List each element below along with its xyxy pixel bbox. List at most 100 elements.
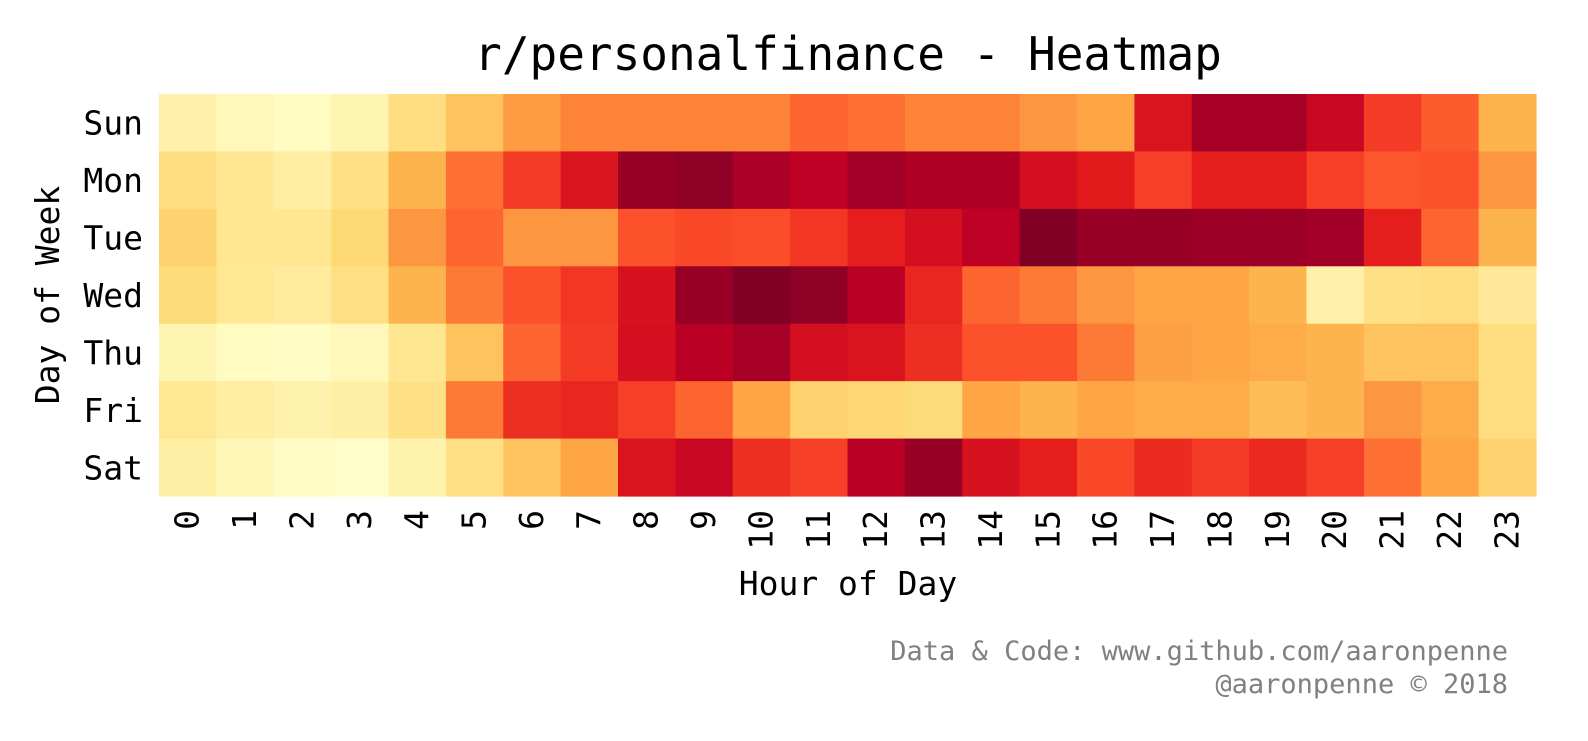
heatmap-cell-tue-8 xyxy=(618,208,676,267)
heatmap-cell-sat-14 xyxy=(962,438,1021,497)
x-tick-label-17: 17 xyxy=(1143,510,1182,550)
x-tick-label-16: 16 xyxy=(1086,510,1125,550)
heatmap-cell-fri-17 xyxy=(1134,381,1193,440)
heatmap-cell-sun-2 xyxy=(273,94,332,153)
heatmap-cell-fri-23 xyxy=(1478,381,1537,440)
heatmap-cell-sat-0 xyxy=(159,438,217,497)
heatmap-cell-sat-7 xyxy=(560,438,619,497)
heatmap-cell-sun-7 xyxy=(560,94,619,153)
heatmap-cell-wed-10 xyxy=(732,266,791,325)
heatmap-cell-thu-9 xyxy=(675,323,734,382)
heatmap-cell-sat-9 xyxy=(675,438,734,497)
heatmap-cell-thu-17 xyxy=(1134,323,1193,382)
heatmap-cell-wed-3 xyxy=(331,266,390,325)
heatmap-cell-thu-0 xyxy=(159,323,217,382)
heatmap-cell-tue-17 xyxy=(1134,208,1193,267)
heatmap-cell-tue-5 xyxy=(445,208,504,267)
heatmap-cell-wed-11 xyxy=(790,266,849,325)
heatmap-cell-wed-13 xyxy=(904,266,963,325)
heatmap-cell-sun-0 xyxy=(159,94,217,153)
heatmap-cell-tue-21 xyxy=(1363,208,1422,267)
heatmap-cell-thu-15 xyxy=(1019,323,1078,382)
x-tick-label-22: 22 xyxy=(1430,510,1469,550)
x-tick-label-14: 14 xyxy=(971,510,1010,550)
heatmap-cell-sat-22 xyxy=(1421,438,1480,497)
heatmap-cell-tue-12 xyxy=(847,208,906,267)
heatmap-cell-fri-7 xyxy=(560,381,619,440)
heatmap-cell-thu-18 xyxy=(1191,323,1250,382)
heatmap-cell-wed-1 xyxy=(216,266,275,325)
heatmap-cell-sun-18 xyxy=(1191,94,1250,153)
heatmap-cell-sat-1 xyxy=(216,438,275,497)
heatmap-cell-mon-6 xyxy=(503,151,562,210)
heatmap-cell-tue-16 xyxy=(1077,208,1135,267)
x-tick-label-21: 21 xyxy=(1373,510,1412,550)
heatmap-cell-mon-9 xyxy=(675,151,734,210)
heatmap-cell-sat-2 xyxy=(273,438,332,497)
x-tick-label-15: 15 xyxy=(1028,510,1067,550)
heatmap-cell-sun-15 xyxy=(1019,94,1078,153)
heatmap-cell-mon-3 xyxy=(331,151,390,210)
heatmap-cell-sun-6 xyxy=(503,94,562,153)
heatmap-cell-sun-3 xyxy=(331,94,390,153)
heatmap-cell-wed-17 xyxy=(1134,266,1193,325)
heatmap-cell-sat-12 xyxy=(847,438,906,497)
heatmap-cell-mon-8 xyxy=(618,151,676,210)
y-tick-label-wed: Wed xyxy=(83,276,143,315)
heatmap-cell-sun-5 xyxy=(445,94,504,153)
heatmap-cell-sat-18 xyxy=(1191,438,1250,497)
heatmap-cell-wed-15 xyxy=(1019,266,1078,325)
heatmap-cell-thu-14 xyxy=(962,323,1021,382)
heatmap-cells xyxy=(159,94,1537,497)
heatmap-cell-fri-14 xyxy=(962,381,1021,440)
heatmap-cell-mon-13 xyxy=(904,151,963,210)
heatmap-cell-fri-21 xyxy=(1363,381,1422,440)
heatmap-cell-sun-1 xyxy=(216,94,275,153)
y-tick-label-tue: Tue xyxy=(83,219,143,258)
heatmap-cell-wed-16 xyxy=(1077,266,1135,325)
heatmap-cell-mon-14 xyxy=(962,151,1021,210)
heatmap-cell-fri-2 xyxy=(273,381,332,440)
heatmap-cell-tue-0 xyxy=(159,208,217,267)
heatmap-cell-fri-1 xyxy=(216,381,275,440)
heatmap-cell-tue-4 xyxy=(388,208,447,267)
heatmap-cell-mon-0 xyxy=(159,151,217,210)
heatmap-cell-wed-23 xyxy=(1478,266,1537,325)
heatmap-cell-mon-16 xyxy=(1077,151,1135,210)
heatmap-cell-fri-12 xyxy=(847,381,906,440)
heatmap-cell-mon-10 xyxy=(732,151,791,210)
heatmap-cell-sat-6 xyxy=(503,438,562,497)
heatmap-cell-mon-1 xyxy=(216,151,275,210)
heatmap-cell-sat-3 xyxy=(331,438,390,497)
heatmap-cell-sun-16 xyxy=(1077,94,1135,153)
heatmap-cell-thu-19 xyxy=(1249,323,1308,382)
heatmap-cell-fri-0 xyxy=(159,381,217,440)
heatmap-cell-tue-11 xyxy=(790,208,849,267)
heatmap-cell-wed-18 xyxy=(1191,266,1250,325)
heatmap-cell-sun-22 xyxy=(1421,94,1480,153)
x-tick-label-3: 3 xyxy=(340,510,379,530)
heatmap-cell-mon-23 xyxy=(1478,151,1537,210)
heatmap-cell-wed-19 xyxy=(1249,266,1308,325)
heatmap-cell-fri-10 xyxy=(732,381,791,440)
x-tick-label-1: 1 xyxy=(225,510,264,530)
x-tick-label-6: 6 xyxy=(512,510,551,530)
heatmap-cell-tue-3 xyxy=(331,208,390,267)
heatmap-cell-thu-1 xyxy=(216,323,275,382)
heatmap-cell-sun-11 xyxy=(790,94,849,153)
heatmap-cell-mon-15 xyxy=(1019,151,1078,210)
heatmap-cell-thu-13 xyxy=(904,323,963,382)
x-tick-label-20: 20 xyxy=(1315,510,1354,550)
heatmap-cell-thu-8 xyxy=(618,323,676,382)
x-axis-label: Hour of Day xyxy=(739,564,958,603)
heatmap-cell-tue-20 xyxy=(1306,208,1365,267)
heatmap-cell-fri-22 xyxy=(1421,381,1480,440)
heatmap-cell-tue-6 xyxy=(503,208,562,267)
heatmap-cell-sat-17 xyxy=(1134,438,1193,497)
x-tick-label-8: 8 xyxy=(627,510,666,530)
heatmap-cell-wed-22 xyxy=(1421,266,1480,325)
heatmap-cell-thu-7 xyxy=(560,323,619,382)
heatmap-cell-mon-22 xyxy=(1421,151,1480,210)
heatmap-cell-thu-23 xyxy=(1478,323,1537,382)
heatmap-cell-sun-9 xyxy=(675,94,734,153)
